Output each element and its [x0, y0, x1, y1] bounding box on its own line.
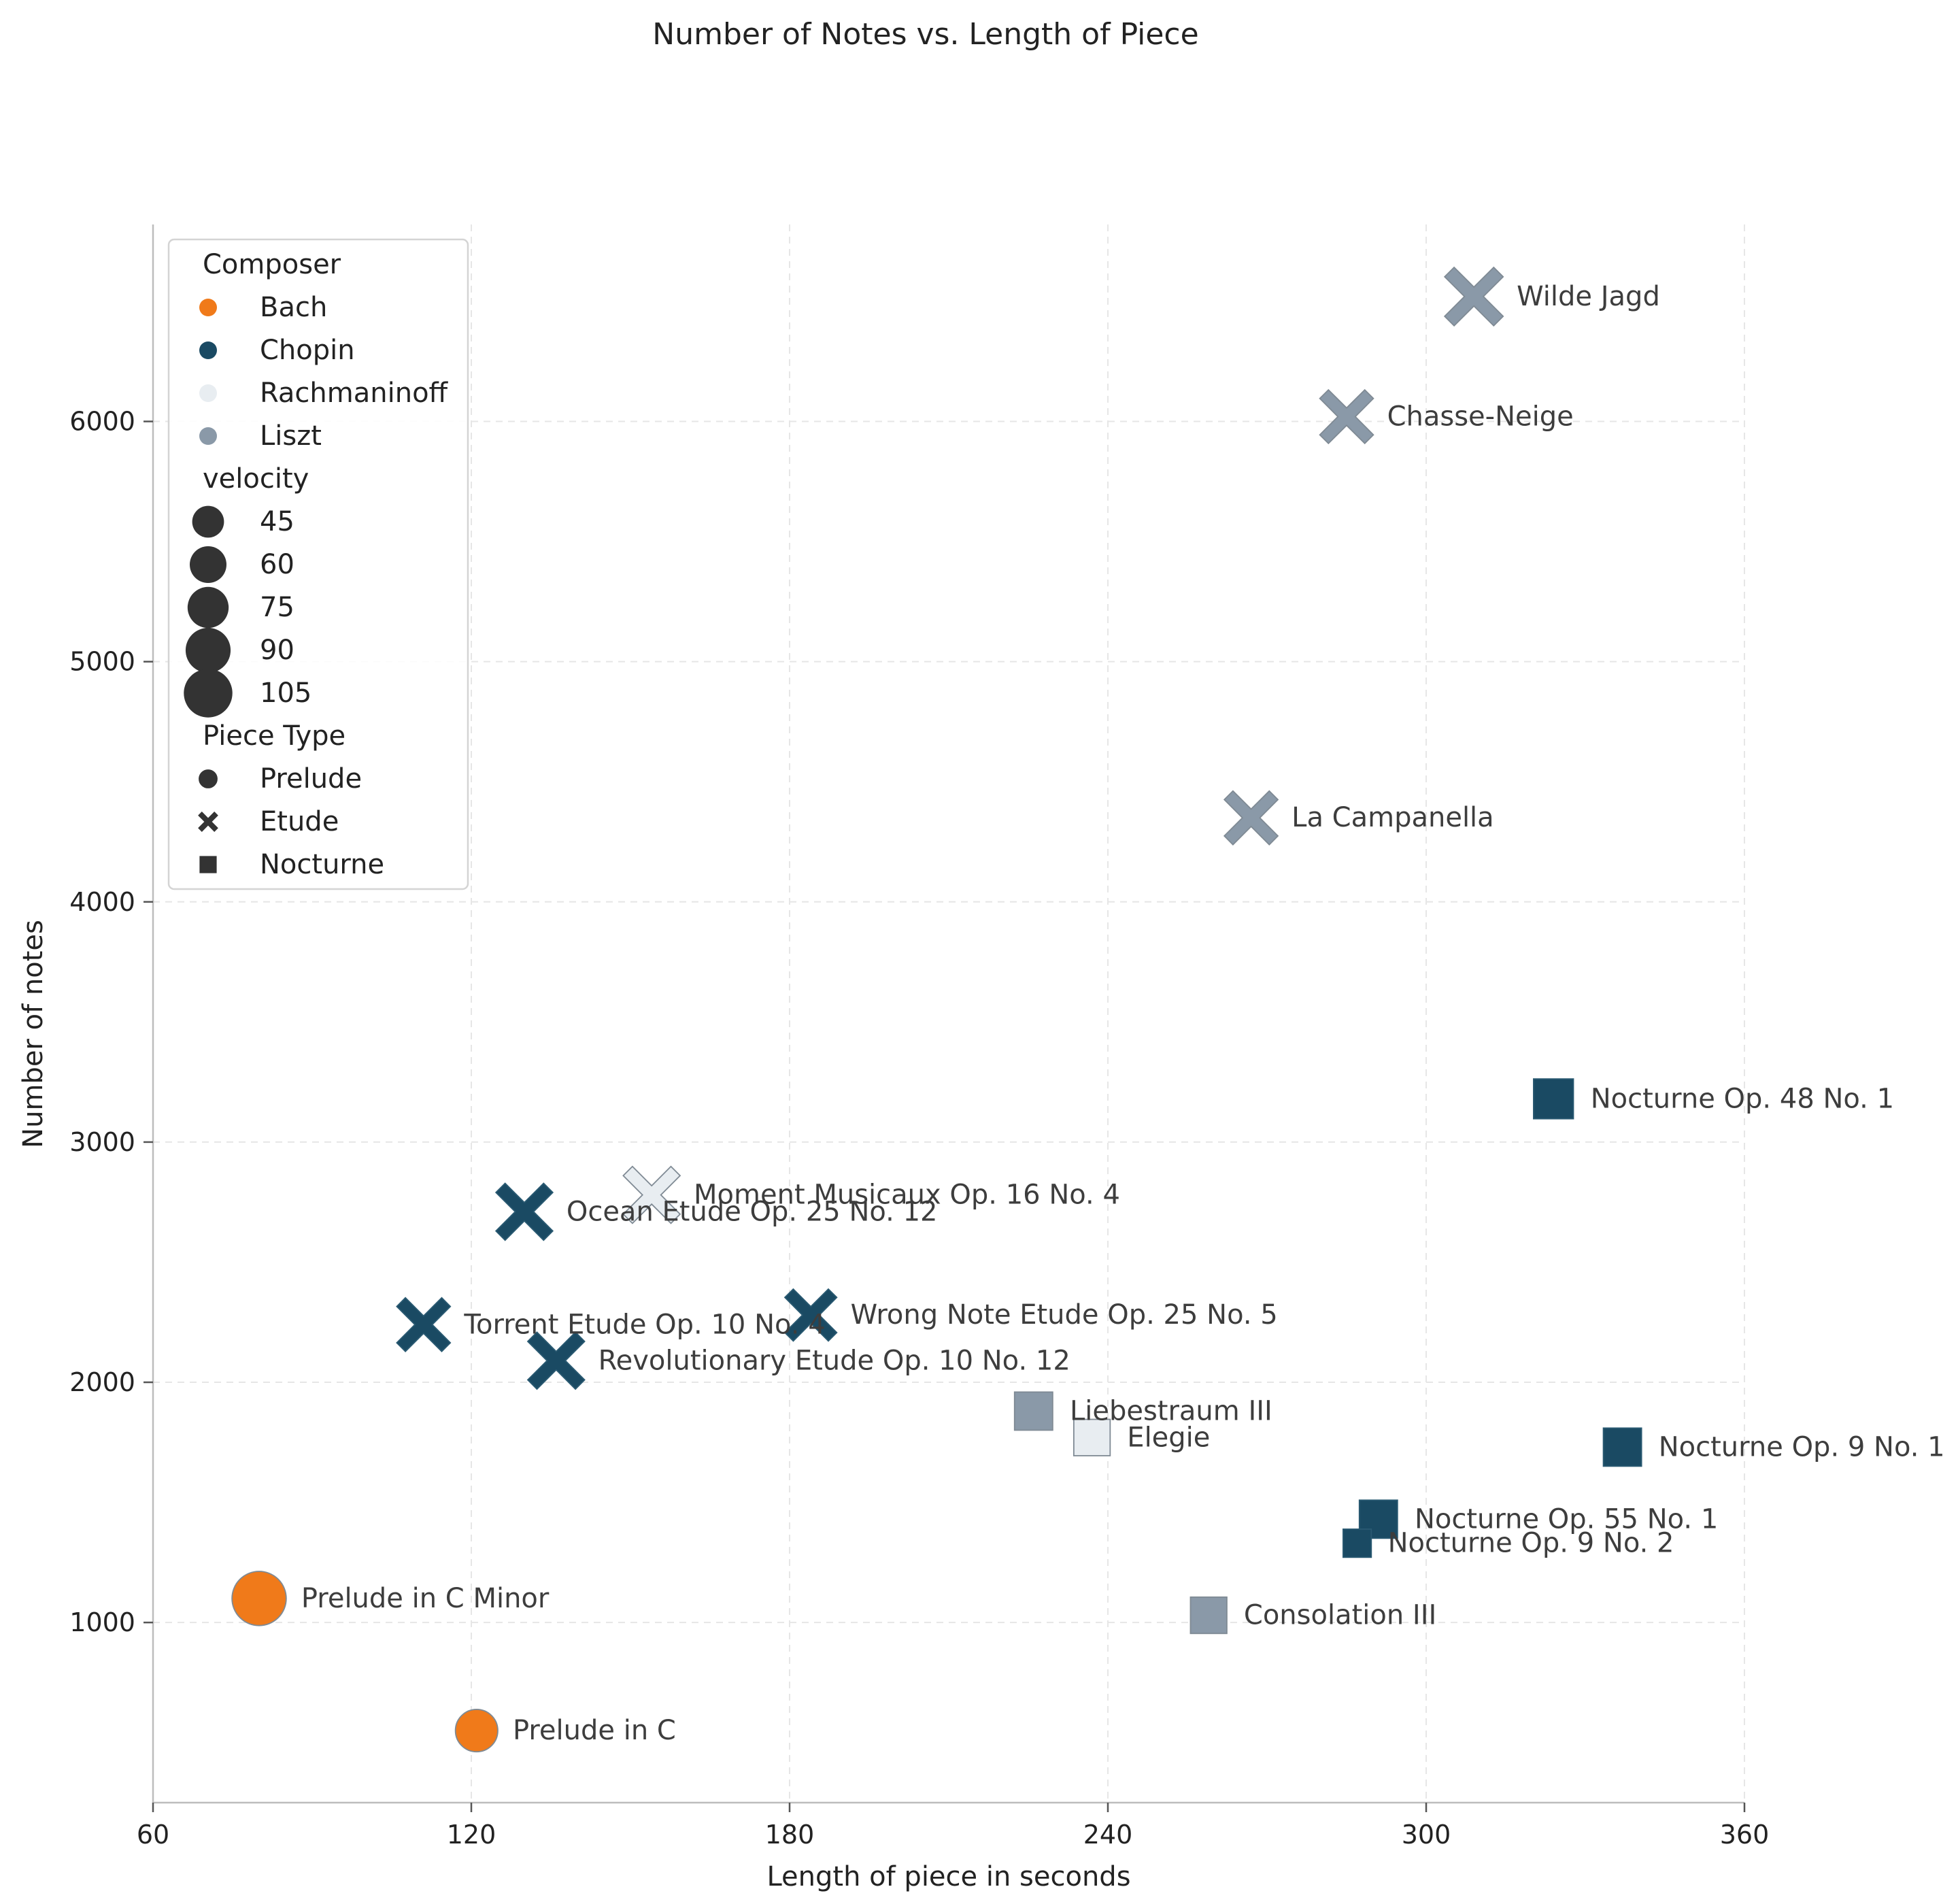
axes-spines [152, 224, 1744, 1804]
y-tick-label: 6000 [69, 407, 135, 437]
x-tick-label: 300 [1402, 1820, 1451, 1850]
data-point-nocturne [1189, 1596, 1228, 1635]
legend-markers [184, 299, 233, 873]
legend: Composer Bach Chopin Rachmaninoff Liszt … [167, 238, 469, 890]
legend-type-1: Etude [260, 806, 339, 837]
legend-type-title: Piece Type [203, 720, 345, 752]
legend-type-swatch-etude [198, 812, 218, 832]
data-point-label: Consolation III [1244, 1600, 1436, 1631]
data-point-etude [526, 1331, 586, 1390]
y-tick-label: 4000 [69, 887, 135, 917]
data-point-label: Elegie [1127, 1422, 1210, 1453]
data-point-nocturne [1602, 1427, 1642, 1467]
x-tick-label: 60 [137, 1820, 169, 1850]
legend-composer-2: Rachmaninoff [260, 378, 449, 409]
x-axis-label: Length of piece in seconds [766, 1861, 1130, 1892]
legend-type-swatch-nocturne [199, 856, 217, 873]
legend-velocity-swatch [185, 627, 231, 673]
y-tick-label: 5000 [69, 647, 135, 677]
legend-velocity-4: 105 [260, 678, 311, 709]
x-tick-label: 120 [447, 1820, 496, 1850]
x-tick-label: 360 [1720, 1820, 1770, 1850]
legend-velocity-1: 60 [260, 549, 294, 580]
legend-frame [167, 238, 469, 890]
data-point-etude [396, 1297, 452, 1352]
data-point-etude [1319, 388, 1374, 445]
data-point-label: Nocturne Op. 9 No. 2 [1388, 1528, 1674, 1559]
data-point-nocturne [1073, 1418, 1111, 1456]
data-point-etude [622, 1165, 681, 1224]
data-point-nocturne [1013, 1391, 1053, 1431]
data-point-labels: Wilde Jagd Chasse-Neige La Campanella Noctu… [301, 281, 1945, 1746]
legend-composer-swatch [199, 427, 217, 445]
x-axis-ticks: 60 120 180 240 300 360 [137, 1803, 1769, 1850]
data-point-etude [1223, 790, 1279, 846]
data-points [231, 266, 1642, 1753]
legend-composer-1: Chopin [260, 335, 355, 366]
data-point-label: Moment Musicaux Op. 16 No. 4 [694, 1180, 1120, 1211]
x-tick-label: 240 [1083, 1820, 1133, 1850]
legend-composer-title: Composer [203, 249, 341, 280]
data-point-label: Ocean Etude Op. 25 No. 12 [567, 1196, 938, 1227]
data-point-nocturne [1533, 1078, 1574, 1120]
data-point-label: Wrong Note Etude Op. 25 No. 5 [851, 1299, 1278, 1331]
y-axis-ticks: 1000 2000 3000 4000 5000 6000 [69, 407, 153, 1637]
data-point-label: Prelude in C Minor [301, 1583, 550, 1614]
data-point-label: Prelude in C [513, 1715, 676, 1746]
legend-type-0: Prelude [260, 763, 362, 795]
data-point-label: Nocturne Op. 9 No. 1 [1659, 1431, 1945, 1463]
legend-velocity-swatch [187, 586, 229, 629]
legend-composer-0: Bach [260, 292, 327, 323]
data-point-label: Wilde Jagd [1517, 281, 1660, 312]
x-tick-label: 180 [765, 1820, 815, 1850]
legend-velocity-title: velocity [203, 463, 309, 495]
legend-type-swatch-prelude [199, 769, 218, 788]
data-point-label: Liebestraum III [1070, 1395, 1272, 1426]
data-point-prelude [231, 1571, 287, 1626]
legend-velocity-swatch [184, 669, 233, 718]
data-point-label: Revolutionary Etude Op. 10 No. 12 [598, 1345, 1070, 1376]
y-tick-label: 2000 [69, 1367, 135, 1397]
legend-type-2: Nocturne [260, 849, 384, 880]
grid [153, 224, 1745, 1803]
data-point-prelude [454, 1709, 499, 1753]
legend-velocity-swatch [192, 505, 224, 538]
legend-velocity-0: 45 [260, 506, 294, 537]
data-point-nocturne [1342, 1529, 1372, 1558]
y-tick-label: 3000 [69, 1127, 135, 1157]
legend-composer-3: Liszt [260, 420, 322, 452]
data-point-label: La Campanella [1292, 802, 1494, 833]
data-point-etude [1443, 266, 1504, 327]
legend-velocity-swatch [189, 546, 227, 584]
legend-composer-swatch [199, 384, 217, 402]
data-point-etude [783, 1288, 838, 1342]
y-tick-label: 1000 [69, 1607, 135, 1637]
data-point-label: Chasse-Neige [1387, 401, 1574, 432]
data-point-label: Torrent Etude Op. 10 No. 4 [463, 1309, 825, 1340]
legend-velocity-3: 90 [260, 635, 294, 666]
legend-composer-swatch [199, 299, 217, 316]
data-point-label: Nocturne Op. 55 No. 1 [1415, 1503, 1718, 1535]
data-point-label: Nocturne Op. 48 No. 1 [1591, 1083, 1894, 1114]
legend-velocity-2: 75 [260, 592, 294, 623]
legend-composer-swatch [199, 341, 217, 359]
chart-title: Number of Notes vs. Length of Piece [652, 17, 1198, 52]
y-axis-label: Number of notes [18, 920, 49, 1148]
data-point-etude [494, 1182, 554, 1241]
